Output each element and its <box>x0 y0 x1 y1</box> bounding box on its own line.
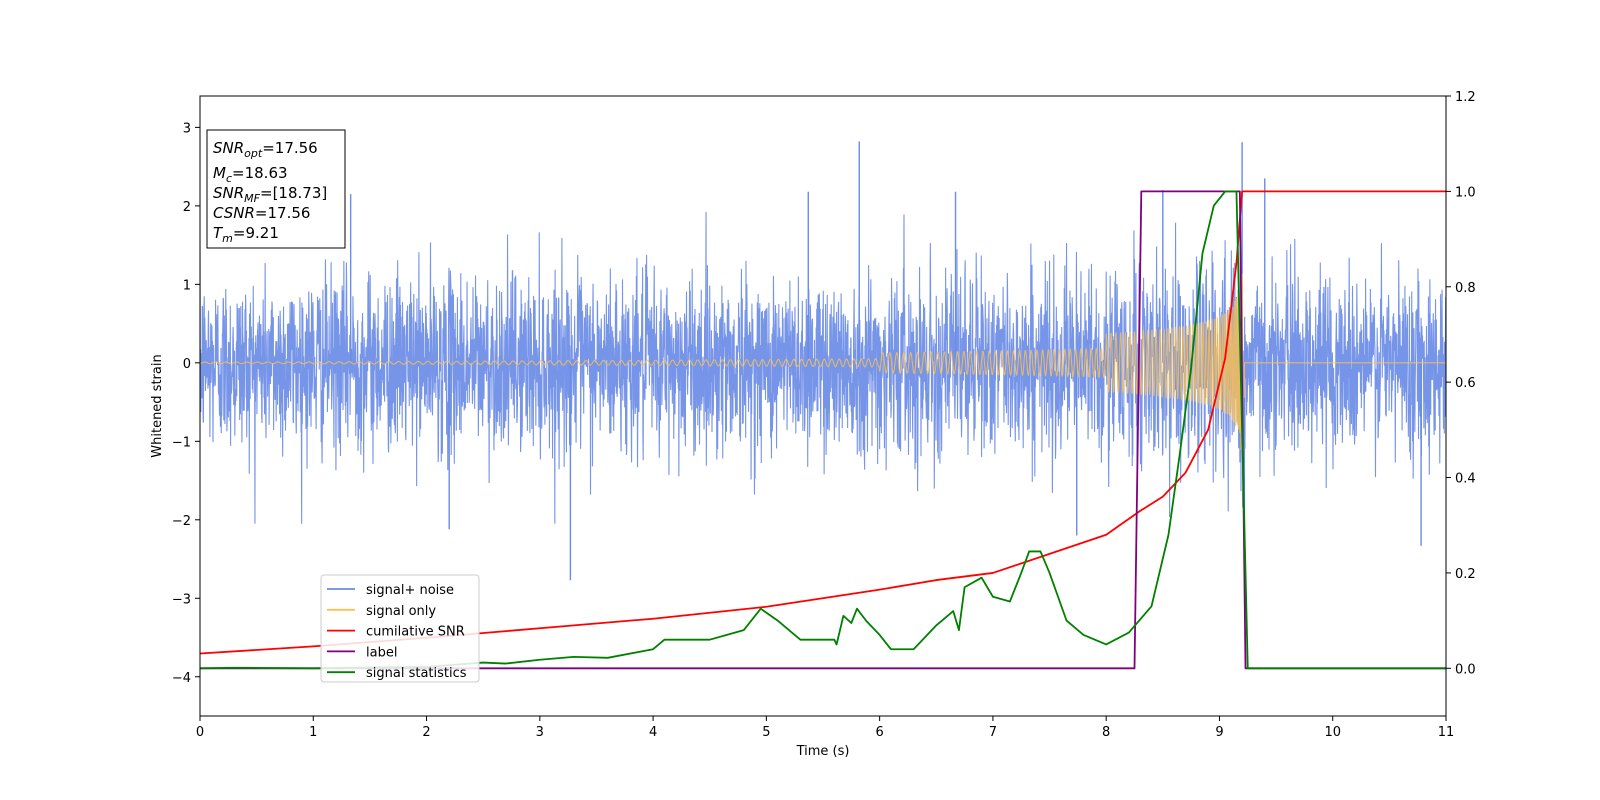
series-line-csnr <box>200 190 1446 655</box>
x-tick-label: 3 <box>536 725 544 740</box>
x-axis: 0 1 2 3 4 5 6 7 8 9 10 11 <box>196 716 1454 740</box>
x-axis-label: Time (s) <box>796 744 850 759</box>
y2-tick-label: 1.0 <box>1455 185 1476 200</box>
x-tick-label: 7 <box>989 725 997 740</box>
info-box-line: SNRMF=[18.73] <box>213 184 327 205</box>
x-tick-label: 0 <box>196 725 204 740</box>
info-box-line: Mc=18.63 <box>213 164 288 185</box>
x-tick-label: 4 <box>649 725 657 740</box>
legend-label-signal: signal only <box>366 604 436 619</box>
x-tick-label: 5 <box>762 725 770 740</box>
y-tick-label: −2 <box>172 514 191 529</box>
info-box-line: SNRopt=17.56 <box>213 139 318 160</box>
series-line-signal-noise <box>200 211 1446 524</box>
legend-label-stat: signal statistics <box>366 666 467 681</box>
y2-tick-label: 0.2 <box>1455 567 1476 582</box>
legend: signal+ noise signal only cumilative SNR la… <box>320 574 480 683</box>
y2-tick-label: 0.4 <box>1455 472 1476 487</box>
series-line-signal-only <box>200 273 1446 463</box>
legend-label-noise: signal+ noise <box>366 583 454 598</box>
y2-tick-label: 0.0 <box>1455 662 1476 677</box>
x-tick-label: 11 <box>1438 725 1455 740</box>
x-tick-label: 2 <box>422 725 430 740</box>
y-tick-label: −4 <box>172 671 191 686</box>
y2-tick-label: 0.8 <box>1455 281 1476 296</box>
x-tick-label: 9 <box>1215 725 1223 740</box>
y-tick-label: −1 <box>172 435 191 450</box>
x-tick-label: 1 <box>309 725 317 740</box>
y-tick-label: 0 <box>183 357 191 372</box>
x-tick-label: 10 <box>1324 725 1341 740</box>
y2-tick-label: 0.6 <box>1455 376 1476 391</box>
x-tick-label: 6 <box>875 725 883 740</box>
y2-tick-label: 1.2 <box>1455 90 1476 105</box>
series-line-stat <box>200 190 1446 670</box>
y-tick-label: 2 <box>183 200 191 215</box>
y-tick-label: 3 <box>183 121 191 136</box>
y-axis-left: −4 −3 −2 −1 0 1 2 3 <box>172 121 200 686</box>
info-box-line: Tm=9.21 <box>213 224 279 245</box>
y-tick-label: −3 <box>172 592 191 607</box>
info-box-line: CSNR=17.56 <box>213 204 310 222</box>
y-axis-label: Whitened strain <box>150 354 165 457</box>
legend-label-label: label <box>366 645 397 660</box>
plot-frame <box>199 95 1447 717</box>
x-tick-label: 8 <box>1102 725 1110 740</box>
y-axis-right: 0.0 0.2 0.4 0.6 0.8 1.0 1.2 <box>1446 90 1476 677</box>
info-box: SNRopt=17.56 Mc=18.63SNRMF=[18.73]CSNR=17… <box>206 129 346 249</box>
y-tick-label: 1 <box>183 278 191 293</box>
legend-label-csnr: cumilative SNR <box>366 625 465 640</box>
plot-area <box>200 141 1446 670</box>
